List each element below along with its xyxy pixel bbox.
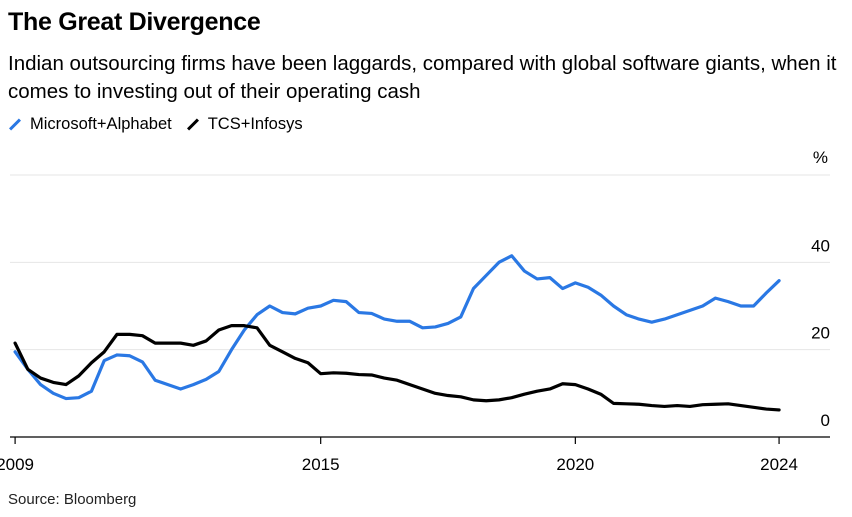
series-line-microsoft-alphabet <box>13 254 781 401</box>
gridlines <box>10 174 830 438</box>
y-tick-label-0: 0 <box>821 411 830 430</box>
y-axis-unit-label: % <box>813 148 828 167</box>
y-axis-ticks: 0 20 40 <box>811 236 830 430</box>
legend-item-microsoft-alphabet: Microsoft+Alphabet <box>8 115 172 134</box>
legend: Microsoft+Alphabet TCS+Infosys <box>8 115 317 134</box>
x-tick-label-2009: 2009 <box>0 455 34 474</box>
chart-title: The Great Divergence <box>8 8 261 36</box>
x-tick-label-2024: 2024 <box>760 455 798 474</box>
legend-label-microsoft-alphabet: Microsoft+Alphabet <box>30 115 172 133</box>
x-tick-label-2015: 2015 <box>302 455 340 474</box>
source-note: Source: Bloomberg <box>8 491 137 508</box>
legend-item-tcs-infosys: TCS+Infosys <box>186 115 303 134</box>
series-line-tcs-infosys <box>13 324 781 412</box>
chart-subtitle: Indian outsourcing firms have been lagga… <box>8 52 837 103</box>
y-tick-label-40: 40 <box>811 236 830 255</box>
x-axis-ticks: 2009 2015 2020 2024 <box>0 437 798 474</box>
legend-label-tcs-infosys: TCS+Infosys <box>207 115 303 133</box>
series-lines <box>13 254 781 412</box>
x-tick-label-2020: 2020 <box>556 455 594 474</box>
y-tick-label-20: 20 <box>811 324 830 343</box>
